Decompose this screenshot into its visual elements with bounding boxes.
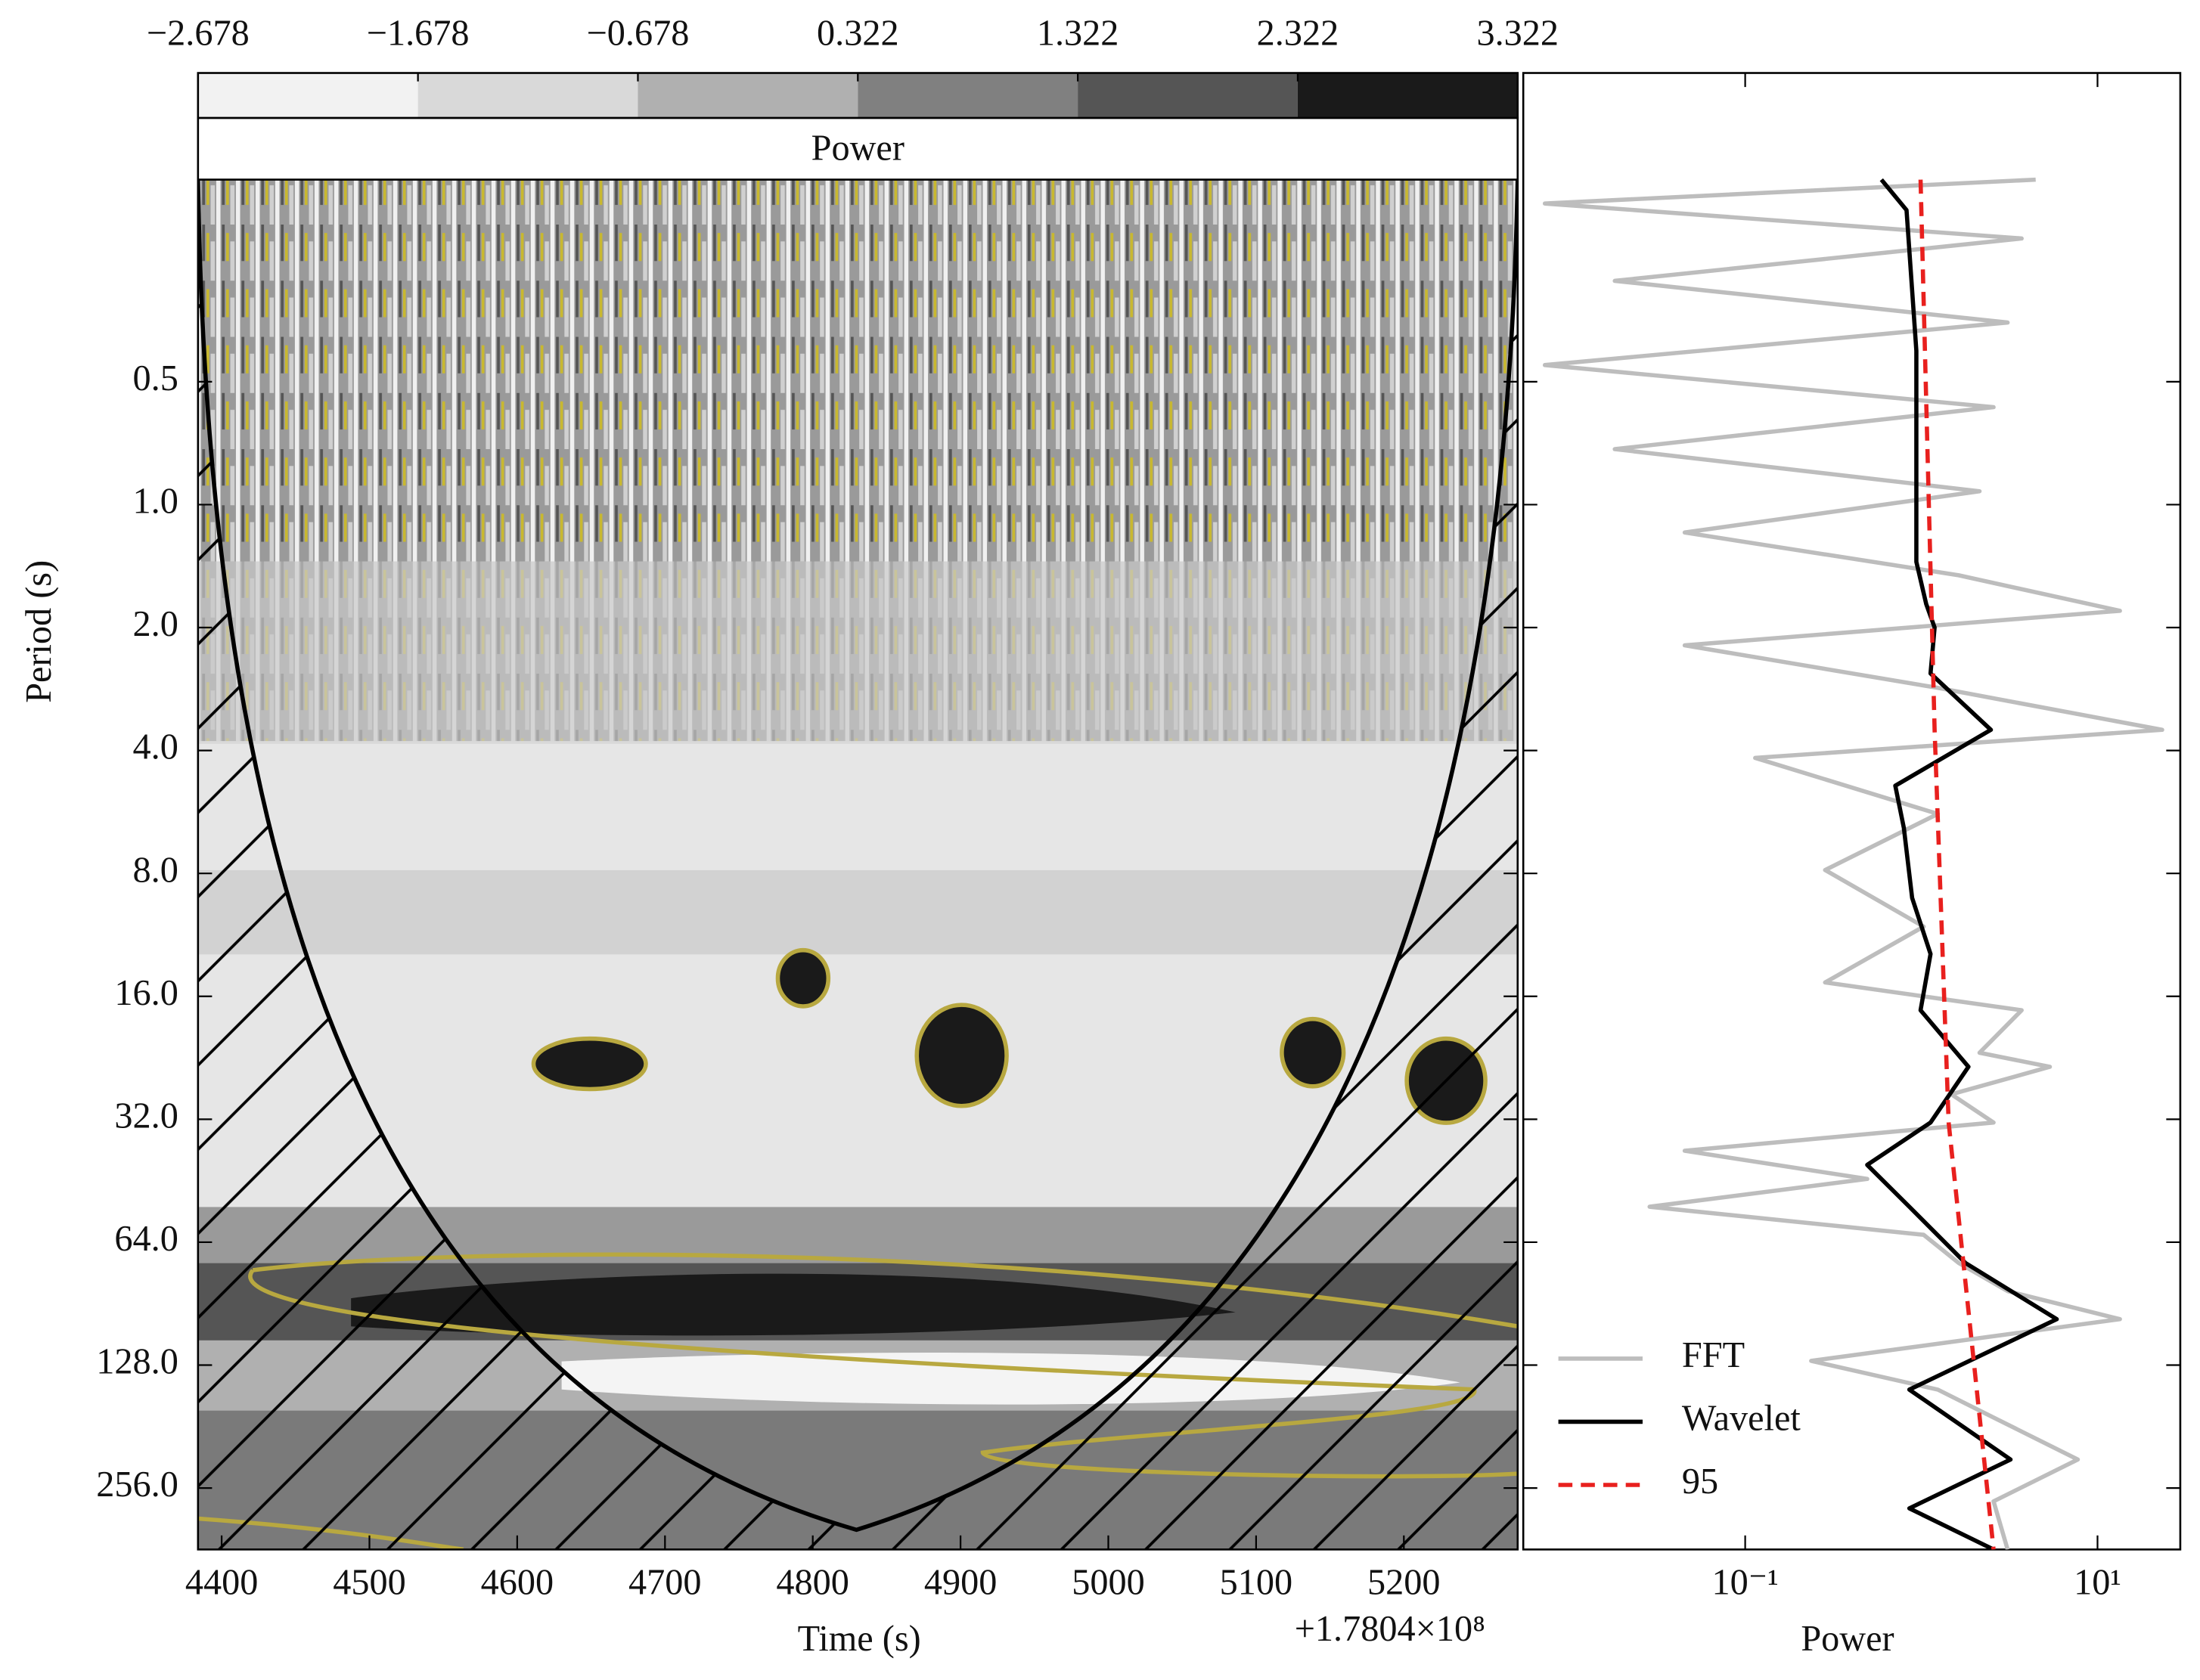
- x-tick-label: 4800: [776, 1563, 849, 1603]
- series-line: [1865, 178, 2059, 1550]
- colorbar-tick-label: −2.678: [147, 13, 250, 53]
- y-tick-label: 32.0: [114, 1096, 178, 1136]
- lines: [1542, 177, 2164, 1550]
- x-tick-label: 5000: [1072, 1563, 1145, 1603]
- x-tick-label: 10¹: [2074, 1563, 2121, 1603]
- x-axis-label: Time (s): [798, 1619, 921, 1659]
- colorbar-tick-label: 0.322: [817, 13, 899, 53]
- colorbar-segment: [638, 73, 858, 118]
- x-tick-label: 4900: [924, 1563, 998, 1603]
- legend-label: Wavelet: [1682, 1399, 1801, 1439]
- y-tick-label: 64.0: [114, 1219, 178, 1259]
- x-tick-label: 5100: [1220, 1563, 1293, 1603]
- y-tick-label: 16.0: [114, 973, 178, 1013]
- y-tick-label: 1.0: [133, 482, 178, 522]
- title-box: [197, 117, 1518, 180]
- x-tick-label: 4500: [333, 1563, 405, 1603]
- y-tick-label: 256.0: [96, 1465, 178, 1505]
- y-tick-label: 0.5: [133, 358, 178, 398]
- series-line: [1918, 179, 1996, 1550]
- dynamic-layer: 4400 4500 4600 4700 4800 4900 5000 5100 5200 0.5 1…: [96, 13, 2180, 1603]
- colorbar-tick-label: −1.678: [367, 13, 470, 53]
- offset-text: +1.7804×10⁸: [1295, 1609, 1485, 1649]
- right-frame: [1522, 72, 2182, 1551]
- y-tick-label: 2.0: [133, 604, 178, 644]
- y-tick-label: 8.0: [133, 850, 178, 890]
- colorbar-segment: [197, 73, 418, 118]
- x-tick-label: 4600: [481, 1563, 554, 1603]
- x-tick-label: 4400: [185, 1563, 259, 1603]
- wavelet-image: [197, 179, 1518, 1550]
- heatmap-title: Power: [811, 129, 905, 169]
- colorbar-tick-label: 2.322: [1257, 13, 1339, 53]
- x-tick-label: 4700: [628, 1563, 702, 1603]
- colorbar-segment: [417, 73, 638, 118]
- colorbar-tick-label: 1.322: [1037, 13, 1119, 53]
- colorbar-segment: [858, 73, 1078, 118]
- y-axis-label: Period (s): [19, 560, 59, 703]
- series-line: [1542, 177, 2164, 1550]
- y-tick-label: 4.0: [133, 727, 178, 767]
- x-axis-label: Power: [1801, 1619, 1894, 1659]
- colorbar-segment: [1297, 73, 1518, 118]
- legend-label: FFT: [1682, 1335, 1745, 1375]
- colorbar-tick-label: −0.678: [587, 13, 690, 53]
- colorbar-tick-label: 3.322: [1476, 13, 1559, 53]
- x-tick-label: 5200: [1367, 1563, 1441, 1603]
- x-tick-label: 10⁻¹: [1712, 1563, 1779, 1603]
- legend-label: 95: [1682, 1461, 1718, 1502]
- y-tick-label: 128.0: [96, 1342, 178, 1382]
- colorbar-segment: [1078, 73, 1298, 118]
